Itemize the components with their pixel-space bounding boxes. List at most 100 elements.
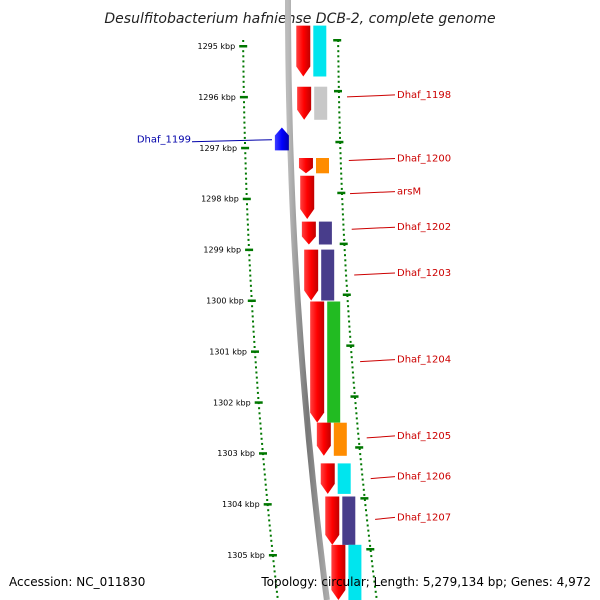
minor-tick-left: [243, 106, 246, 109]
minor-tick-left: [260, 437, 263, 440]
gene-label-dhaf_1204: Dhaf_1204: [397, 355, 451, 366]
gene-arrow-forward: [320, 463, 335, 494]
minor-tick-right: [338, 126, 341, 129]
major-tick-right: [346, 344, 355, 347]
minor-tick-right: [341, 203, 344, 206]
minor-tick-left: [250, 295, 253, 297]
minor-tick-right: [337, 65, 340, 68]
minor-tick-right: [361, 473, 364, 476]
minor-tick-right: [345, 284, 348, 287]
minor-tick-right: [342, 218, 345, 221]
tick-label: 1305 kbp: [227, 551, 265, 560]
topology-text: Topology: circular; Length: 5,279,134 bp…: [260, 575, 591, 589]
minor-tick-right: [338, 131, 341, 134]
minor-tick-right: [366, 524, 369, 527]
major-tick-left: [254, 401, 263, 404]
tick-label: 1297 kbp: [199, 144, 237, 153]
minor-tick-left: [244, 167, 247, 170]
minor-tick-left: [245, 187, 248, 190]
minor-tick-left: [263, 468, 266, 471]
minor-tick-left: [243, 101, 245, 104]
minor-tick-right: [367, 529, 370, 532]
minor-tick-right: [339, 136, 341, 139]
minor-tick-right: [365, 509, 367, 512]
minor-tick-left: [266, 499, 269, 501]
gene-arrow-forward: [310, 301, 325, 423]
gene-label-dhaf_1203: Dhaf_1203: [397, 268, 451, 279]
minor-tick-left: [262, 458, 265, 461]
gene-labels: Dhaf_1198 Dhaf_1199 Dhaf_1200 arsM Dhaf_1202…: [137, 90, 451, 524]
major-tick-left: [245, 248, 254, 252]
minor-tick-right: [337, 75, 340, 78]
leader-line: [375, 516, 396, 520]
major-tick-right: [334, 89, 342, 93]
minor-tick-right: [349, 340, 352, 343]
minor-tick-left: [242, 85, 245, 88]
minor-tick-left: [242, 60, 245, 63]
minor-tick-left: [256, 391, 259, 394]
minor-tick-left: [242, 65, 245, 68]
minor-tick-right: [350, 356, 353, 359]
minor-tick-right: [374, 590, 377, 593]
minor-tick-left: [276, 595, 279, 598]
minor-tick-right: [347, 305, 350, 308]
major-tick-left: [242, 197, 251, 201]
minor-tick-left: [267, 509, 270, 512]
minor-tick-right: [339, 147, 342, 150]
cog-block: [333, 422, 347, 456]
minor-tick-left: [252, 330, 255, 333]
leader-line: [366, 435, 396, 439]
minor-tick-right: [343, 249, 346, 252]
minor-tick-left: [244, 157, 247, 160]
major-tick-right: [342, 293, 351, 296]
minor-tick-left: [243, 136, 246, 139]
minor-tick-left: [255, 366, 257, 369]
minor-tick-left: [268, 524, 271, 527]
minor-tick-left: [265, 488, 268, 491]
minor-tick-left: [264, 483, 267, 486]
minor-tick-left: [246, 213, 249, 216]
minor-tick-left: [246, 223, 249, 226]
minor-tick-right: [346, 289, 349, 292]
minor-tick-right: [339, 162, 342, 165]
minor-tick-right: [368, 539, 371, 542]
minor-tick-right: [356, 427, 359, 430]
minor-tick-left: [242, 40, 245, 42]
minor-tick-right: [353, 386, 356, 389]
minor-tick-right: [341, 208, 344, 211]
major-tick-right: [335, 140, 344, 144]
gene-track: [274, 25, 346, 600]
minor-tick-right: [344, 254, 346, 257]
major-tick-right: [360, 497, 369, 500]
minor-tick-left: [246, 208, 249, 211]
cog-block: [327, 301, 341, 423]
minor-tick-left: [268, 519, 271, 522]
leader-line: [349, 191, 396, 195]
cog-block: [337, 463, 351, 494]
minor-tick-right: [338, 116, 341, 119]
minor-tick-right: [361, 478, 364, 481]
minor-tick-right: [346, 300, 349, 303]
minor-tick-left: [258, 412, 261, 415]
minor-tick-left: [242, 75, 245, 78]
tick-label: 1296 kbp: [198, 93, 236, 102]
minor-tick-right: [348, 320, 351, 323]
minor-tick-left: [255, 376, 258, 379]
minor-tick-left: [242, 50, 245, 53]
minor-tick-right: [349, 335, 352, 338]
major-tick-left: [241, 146, 250, 150]
minor-tick-right: [338, 106, 341, 109]
tick-label: 1300 kbp: [206, 297, 244, 306]
cog-block: [342, 496, 356, 545]
minor-tick-left: [256, 386, 259, 389]
major-tick-right: [337, 191, 346, 195]
minor-tick-right: [357, 437, 360, 440]
minor-tick-right: [365, 514, 368, 517]
cog-track: [313, 25, 362, 600]
minor-tick-left: [248, 254, 251, 257]
minor-tick-right: [359, 458, 362, 461]
gene-arrow-forward: [316, 422, 331, 456]
minor-tick-left: [264, 478, 267, 481]
leader-line: [360, 359, 396, 363]
